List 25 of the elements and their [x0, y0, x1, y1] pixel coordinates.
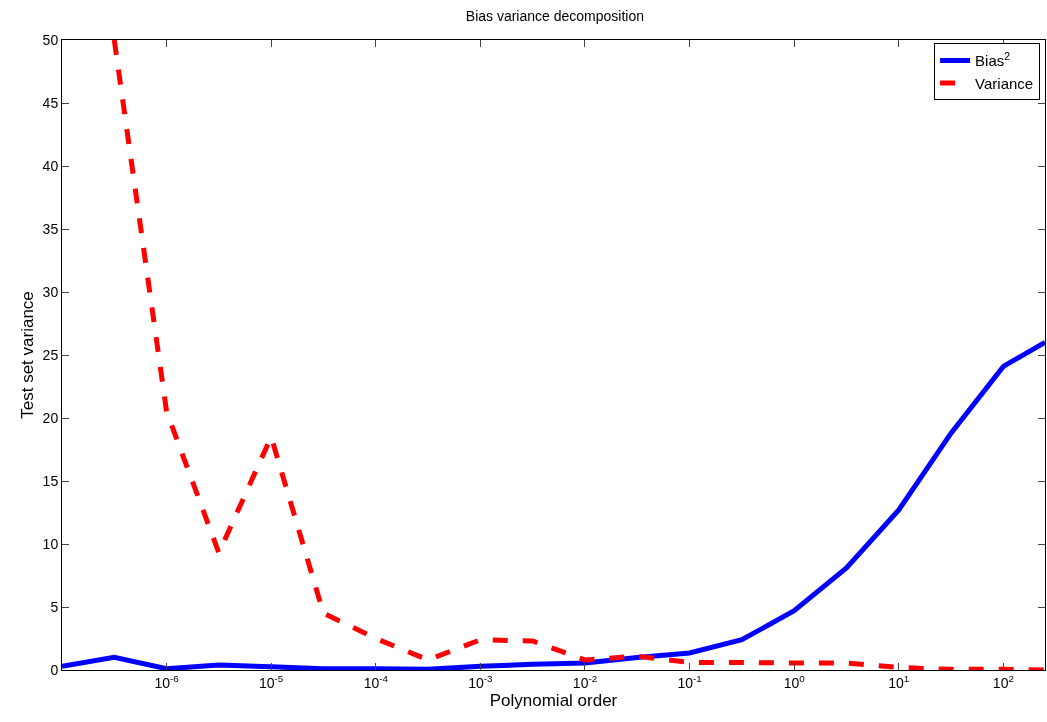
x-tick-label: 10$^{-1}$: [677, 672, 702, 691]
y-tick-label: 30: [42, 283, 59, 300]
chart-title: Bias variance decomposition: [465, 7, 645, 24]
y-tick-label: 0: [50, 661, 59, 678]
y-tick-label: 20: [42, 409, 59, 426]
y-tick-label: 25: [42, 346, 59, 363]
x-tick-label: 10$^{1}$: [888, 672, 910, 691]
x-tick-label: 10$^{-4}$: [363, 672, 389, 691]
y-tick-label: 40: [42, 157, 59, 174]
x-axis-title: Polynomial order: [489, 691, 618, 711]
y-tick-label: 15: [42, 472, 59, 489]
x-tick-label: 10$^{-5}$: [259, 672, 284, 691]
x-tick-label: 10$^{-2}$: [572, 672, 598, 691]
y-tick-label: 50: [42, 31, 59, 48]
x-tick-label: 10$^{0}$: [783, 672, 806, 691]
y-tick-label: 45: [42, 94, 59, 111]
x-tick-label: 10$^{2}$: [992, 672, 1014, 691]
x-tick-label: 10$^{-6}$: [154, 672, 180, 691]
y-tick-label: 10: [42, 535, 59, 552]
y-tick-label: 5: [50, 598, 59, 615]
legend-label: Bias$^{2}$: [975, 49, 1011, 70]
y-tick-label: 35: [42, 220, 59, 237]
x-tick-label: 10$^{-3}$: [468, 672, 494, 691]
legend-label: Variance: [975, 74, 1034, 92]
y-axis-title: Test set variance: [18, 291, 38, 419]
